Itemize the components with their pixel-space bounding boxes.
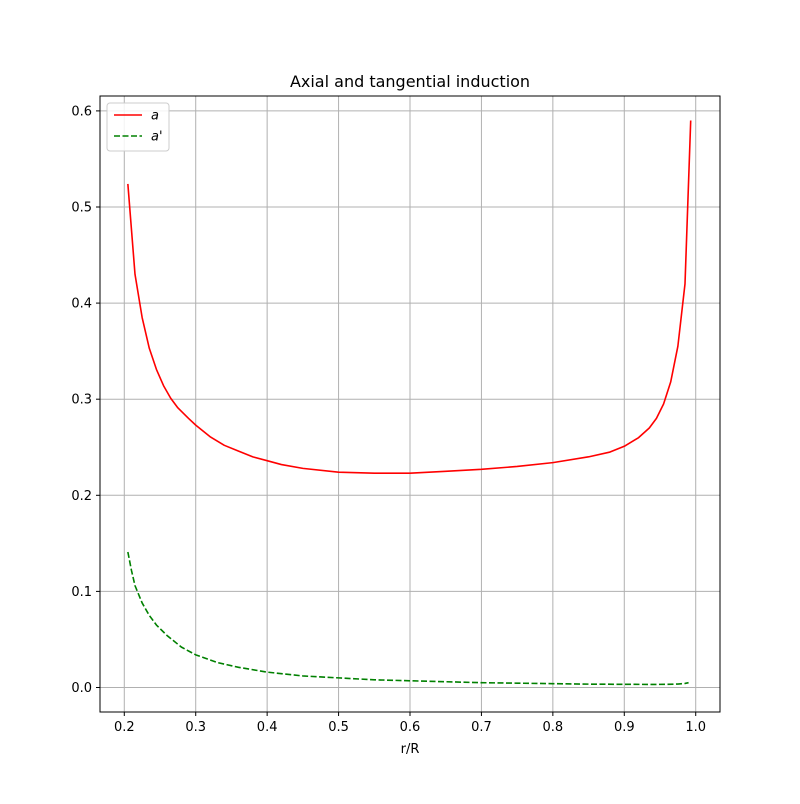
chart-title: Axial and tangential induction [290,72,530,91]
plot-lines [127,120,692,686]
y-tick-label: 0.4 [71,297,92,312]
grid [100,96,720,712]
x-tick-label: 0.2 [114,720,135,735]
x-tick-label: 0.3 [185,720,206,735]
legend-label: a' [151,130,163,145]
x-tick-label: 0.5 [328,720,349,735]
axis-ticks: 0.2 0.3 0.4 0.5 0.6 0.7 0.8 0.9 1.0 0.0 0.1 0.2 0.3 0… [71,104,706,735]
x-tick-label: 0.9 [614,720,635,735]
y-tick-label: 0.6 [71,104,92,119]
series-line-a-prime [127,551,689,686]
x-tick-label: 0.4 [257,720,278,735]
x-tick-label: 0.6 [400,720,421,735]
legend-label: a [151,109,159,124]
y-tick-label: 0.3 [71,393,92,408]
x-tick-label: 0.8 [543,720,564,735]
y-tick-label: 0.0 [71,681,92,696]
y-tick-label: 0.5 [71,200,92,215]
x-tick-label: 1.0 [685,720,706,735]
y-tick-label: 0.1 [71,585,92,600]
x-axis-label: r/R [401,742,420,757]
legend: a a' [106,102,170,152]
series-line-a [127,120,692,474]
y-tick-label: 0.2 [71,489,92,504]
x-tick-label: 0.7 [471,720,492,735]
